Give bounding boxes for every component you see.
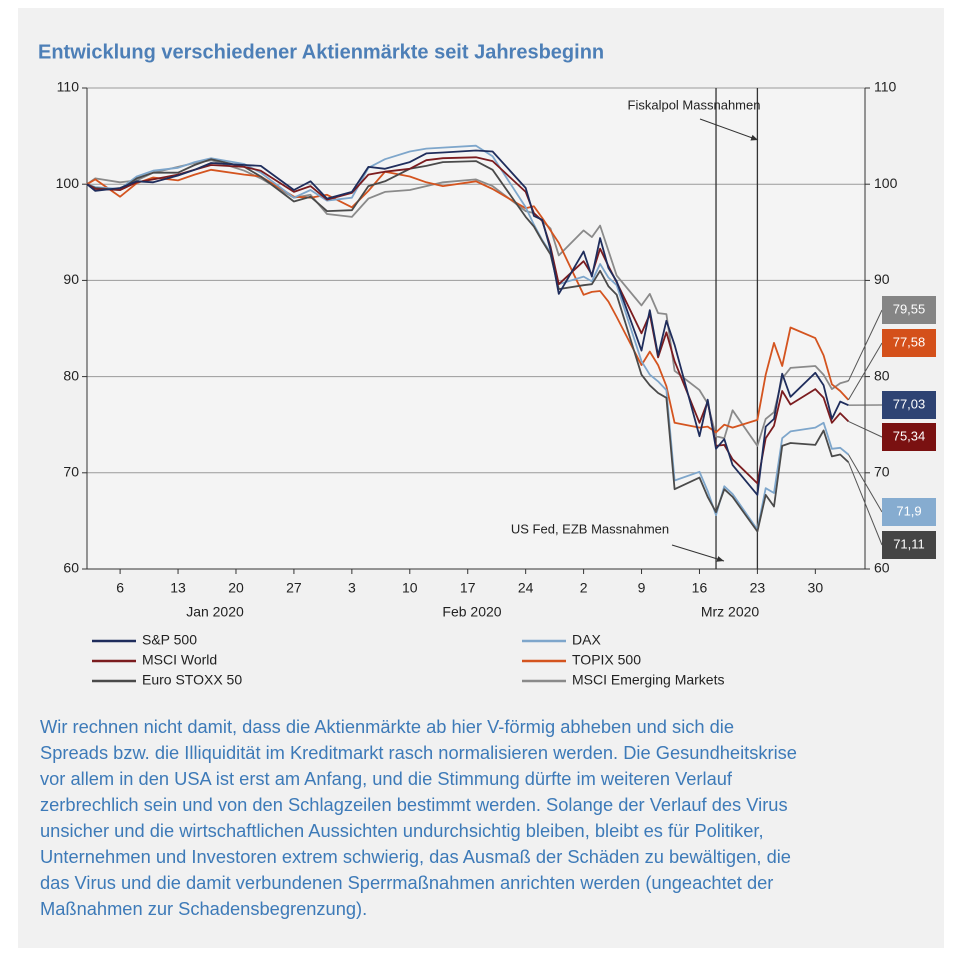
text-line: Unternehmen und Investoren extrem schwie… bbox=[40, 846, 791, 867]
y2-tick-label: 90 bbox=[874, 271, 890, 287]
x-tick-label: 24 bbox=[518, 580, 534, 596]
y2-tick-label: 110 bbox=[874, 79, 897, 95]
x-tick-label: 30 bbox=[808, 580, 824, 596]
legend-label: S&P 500 bbox=[142, 632, 197, 648]
end-label: 75,34 bbox=[893, 428, 926, 443]
text-line: vor allem in den USA ist erst am Anfang,… bbox=[40, 768, 732, 789]
x-tick-label: 2 bbox=[580, 580, 588, 596]
text-line: Maßnahmen zur Schadensbegrenzung). bbox=[40, 898, 368, 919]
end-label: 71,11 bbox=[893, 536, 925, 551]
x-tick-label: 3 bbox=[348, 580, 356, 596]
end-label-box bbox=[882, 329, 936, 357]
end-label: 79,55 bbox=[893, 301, 926, 316]
text-line: unsicher und die wirtschaftlichen Aussic… bbox=[40, 820, 764, 841]
end-label-box bbox=[882, 498, 936, 526]
paragraph: Wir rechnen nicht damit, dass die Aktien… bbox=[40, 714, 940, 922]
text-line: Spreads bzw. die Illiquidität im Kreditm… bbox=[40, 742, 797, 763]
annotation: US Fed, EZB Massnahmen bbox=[511, 521, 669, 536]
y-tick-label: 90 bbox=[63, 271, 79, 287]
x-tick-label: 6 bbox=[116, 580, 124, 596]
x-tick-label: 9 bbox=[638, 580, 646, 596]
chart-title: Entwicklung verschiedener Aktienmärkte s… bbox=[38, 41, 604, 63]
x-tick-label: 16 bbox=[692, 580, 708, 596]
legend-label: MSCI World bbox=[142, 652, 217, 668]
end-connector bbox=[848, 454, 883, 513]
end-label-box bbox=[882, 296, 936, 324]
x-tick-label: 17 bbox=[460, 580, 476, 596]
legend-label: Euro STOXX 50 bbox=[142, 672, 242, 688]
annotation-arrow bbox=[671, 544, 725, 562]
y2-tick-label: 70 bbox=[874, 464, 890, 480]
end-connector bbox=[848, 342, 883, 401]
month-label: Feb 2020 bbox=[442, 604, 501, 620]
month-label: Mrz 2020 bbox=[701, 604, 760, 620]
annotation: Fiskalpol Massnahmen bbox=[628, 97, 761, 112]
y-tick-label: 70 bbox=[63, 464, 79, 480]
end-connector bbox=[847, 309, 883, 382]
end-label-box bbox=[882, 423, 936, 451]
annotation-arrow bbox=[699, 118, 759, 141]
end-label-box bbox=[882, 531, 936, 559]
chart: Entwicklung verschiedener Aktienmärkte s… bbox=[38, 41, 936, 688]
series-line bbox=[86, 168, 850, 434]
end-label: 71,9 bbox=[896, 503, 921, 518]
y-tick-label: 60 bbox=[63, 560, 79, 576]
legend-label: MSCI Emerging Markets bbox=[572, 672, 724, 688]
end-label: 77,58 bbox=[893, 334, 926, 349]
x-tick-label: 10 bbox=[402, 580, 418, 596]
end-connector bbox=[847, 461, 883, 546]
month-label: Jan 2020 bbox=[186, 604, 244, 620]
end-label-box bbox=[882, 391, 936, 419]
y2-tick-label: 80 bbox=[874, 367, 890, 383]
y-tick-label: 100 bbox=[56, 175, 80, 191]
x-tick-label: 23 bbox=[750, 580, 766, 596]
series-line bbox=[86, 159, 849, 447]
y2-tick-label: 60 bbox=[874, 560, 890, 576]
series-line bbox=[86, 149, 849, 496]
text-line: Wir rechnen nicht damit, dass die Aktien… bbox=[40, 716, 735, 737]
x-tick-label: 13 bbox=[170, 580, 186, 596]
end-label: 77,03 bbox=[893, 396, 926, 411]
y-tick-label: 80 bbox=[63, 367, 79, 383]
end-connector bbox=[848, 420, 883, 438]
legend-label: DAX bbox=[572, 632, 601, 648]
legend-label: TOPIX 500 bbox=[572, 652, 641, 668]
y2-tick-label: 100 bbox=[874, 175, 898, 191]
text-line: zerbrechlich sein und von den Schlagzeil… bbox=[40, 794, 788, 815]
text-line: das Virus und die damit verbundenen Sper… bbox=[40, 872, 774, 893]
y-tick-label: 110 bbox=[57, 79, 80, 95]
plot-area bbox=[87, 88, 865, 569]
x-tick-label: 20 bbox=[228, 580, 244, 596]
x-tick-label: 27 bbox=[286, 580, 302, 596]
